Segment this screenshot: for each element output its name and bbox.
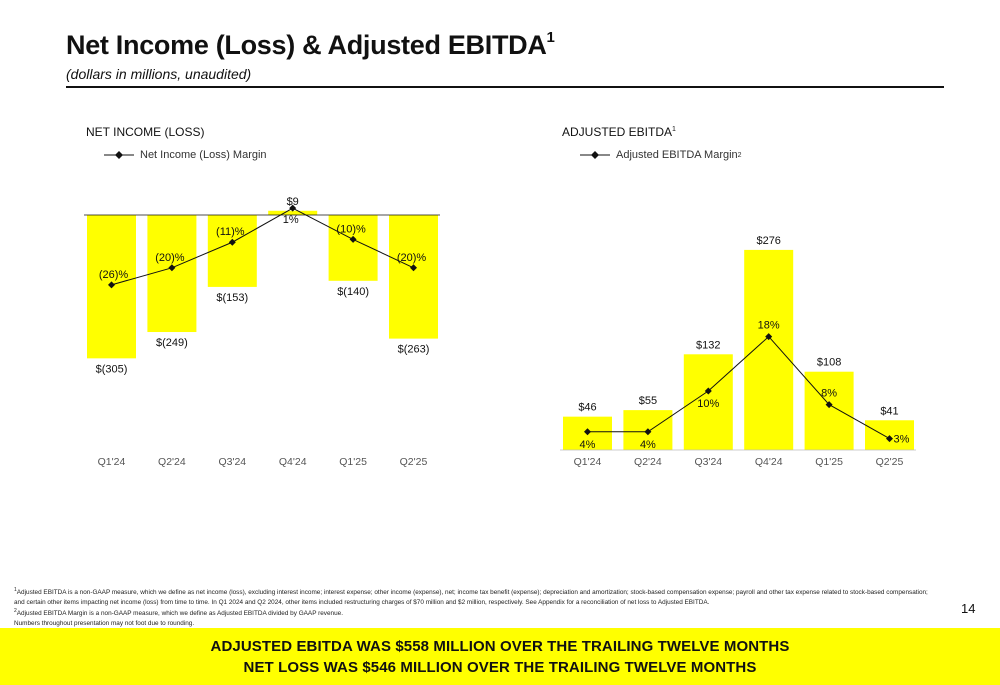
adjusted-ebitda-category-label-0: Q1'24: [574, 456, 602, 468]
net-income-category-label-5: Q2'25: [400, 456, 428, 468]
net-income-category-label-0: Q1'24: [98, 456, 126, 468]
adjusted-ebitda-margin-point-5: [886, 435, 893, 443]
adjusted-ebitda-margin-label-1: 4%: [640, 439, 656, 451]
adjusted-ebitda-category-label-4: Q1'25: [815, 456, 843, 468]
adjusted-ebitda-margin-label-4: 8%: [821, 388, 837, 400]
adjusted-ebitda-category-label-1: Q2'24: [634, 456, 662, 468]
header-divider: [66, 86, 944, 88]
adjusted-ebitda-chart: ADJUSTED EBITDA1 Adjusted EBITDA Margin 2…: [500, 115, 960, 475]
adjusted-ebitda-legend: Adjusted EBITDA Margin 2: [580, 149, 742, 161]
adjusted-ebitda-value-label-3: $276: [756, 235, 780, 247]
adjusted-ebitda-category-label-5: Q2'25: [876, 456, 904, 468]
net-income-category-label-2: Q3'24: [218, 456, 246, 468]
banner-line-2: NET LOSS WAS $546 MILLION OVER THE TRAIL…: [243, 658, 757, 676]
net-income-bar-2: [207, 215, 257, 287]
adjusted-ebitda-margin-point-0: [584, 428, 591, 436]
net-income-bar-3: [268, 210, 318, 215]
net-income-value-label-3: $9: [287, 196, 299, 208]
footnote-2-mark: 2: [14, 608, 17, 615]
adjusted-ebitda-margin-label-5: 3%: [894, 434, 910, 446]
adjusted-ebitda-category-label-2: Q3'24: [694, 456, 722, 468]
net-income-bar-1: [147, 215, 197, 333]
net-income-category-label-4: Q1'25: [339, 456, 367, 468]
net-income-chart-title-text: NET INCOME (LOSS): [86, 125, 205, 139]
page-title: Net Income (Loss) & Adjusted EBITDA1: [66, 29, 555, 61]
adjusted-ebitda-margin-point-3: [765, 333, 773, 341]
net-income-margin-point-2: [228, 238, 236, 246]
adjusted-ebitda-margin-label-2: 10%: [697, 398, 719, 410]
page-number: 14: [961, 601, 976, 616]
net-income-bar-5: [389, 215, 438, 339]
footnote-1-mark: 1: [14, 587, 17, 593]
adjusted-ebitda-margin-line: [587, 335, 890, 440]
footnote-3: Numbers throughout presentation may not …: [14, 619, 195, 627]
adjusted-ebitda-chart-title: ADJUSTED EBITDA1: [562, 125, 676, 139]
net-income-margin-point-5: [410, 264, 417, 272]
net-income-legend-label: Net Income (Loss) Margin: [140, 149, 267, 161]
page-subtitle: (dollars in millions, unaudited): [66, 66, 252, 82]
net-income-margin-point-4: [349, 235, 357, 243]
net-income-chart-title: NET INCOME (LOSS): [86, 125, 204, 139]
page-title-footnote-mark: 1: [546, 29, 555, 46]
adjusted-ebitda-margin-point-2: [704, 387, 712, 395]
net-income-margin-point-0: [108, 281, 115, 289]
adjusted-ebitda-value-label-0: $46: [578, 402, 596, 414]
net-income-value-label-2: $(153): [216, 292, 248, 304]
net-income-margin-label-0: (26)%: [99, 269, 129, 281]
footnote-2: 2Adjusted EBITDA Margin is a non-GAAP me…: [14, 607, 934, 619]
adjusted-ebitda-chart-title-mark: 1: [672, 126, 676, 133]
net-income-legend: Net Income (Loss) Margin: [104, 149, 267, 161]
net-income-category-label-3: Q4'24: [279, 456, 307, 468]
net-income-chart: NET INCOME (LOSS) Net Income (Loss) Marg…: [0, 115, 460, 475]
adjusted-ebitda-value-label-4: $108: [817, 357, 841, 369]
net-income-value-label-0: $(305): [96, 363, 128, 375]
net-income-margin-label-2: (11)%: [216, 226, 245, 238]
net-income-legend-swatch: [104, 151, 134, 159]
footnotes: 1Adjusted EBITDA is a non-GAAP measure, …: [14, 586, 934, 628]
footnote-2-text: Adjusted EBITDA Margin is a non-GAAP mea…: [16, 610, 343, 618]
net-income-margin-label-4: (10)%: [336, 223, 366, 235]
footnote-1: 1Adjusted EBITDA is a non-GAAP measure, …: [14, 586, 934, 607]
net-income-margin-label-1: (20)%: [155, 252, 185, 264]
adjusted-ebitda-value-label-1: $55: [639, 395, 657, 407]
adjusted-ebitda-plot: $46 Q1'24 $55 Q2'24 $132 Q3'24 $276 Q4'24 $108 Q1…: [560, 235, 916, 468]
net-income-plot: $(305) Q1'24 $(249) Q2'24 $(153) Q3'24 $9 Q4'24…: [84, 196, 440, 468]
net-income-value-label-5: $(263): [398, 344, 430, 356]
net-income-value-label-4: $(140): [337, 286, 369, 298]
net-income-margin-label-5: (20)%: [397, 252, 427, 264]
banner-line-1: ADJUSTED EBITDA WAS $558 MILLION OVER TH…: [210, 637, 790, 655]
adjusted-ebitda-legend-swatch: [580, 151, 610, 159]
net-income-margin-point-1: [168, 264, 176, 272]
net-income-margin-line: [111, 207, 414, 286]
adjusted-ebitda-value-label-2: $132: [696, 339, 720, 351]
net-income-margin-point-3: [289, 204, 297, 212]
net-income-category-label-1: Q2'24: [158, 456, 186, 468]
adjusted-ebitda-category-label-3: Q4'24: [755, 456, 783, 468]
page-title-text: Net Income (Loss) & Adjusted EBITDA: [66, 30, 547, 60]
adjusted-ebitda-bar-4: [804, 371, 854, 450]
adjusted-ebitda-margin-label-3: 18%: [758, 320, 780, 332]
adjusted-ebitda-margin-point-4: [825, 401, 833, 409]
adjusted-ebitda-margin-point-1: [644, 428, 652, 436]
net-income-value-label-1: $(249): [156, 337, 188, 349]
adjusted-ebitda-chart-title-text: ADJUSTED EBITDA: [562, 125, 673, 139]
adjusted-ebitda-bar-3: [744, 249, 794, 450]
adjusted-ebitda-legend-mark: 2: [737, 151, 742, 159]
summary-banner: ADJUSTED EBITDA WAS $558 MILLION OVER TH…: [0, 628, 1000, 685]
net-income-margin-label-3: 1%: [283, 214, 299, 226]
adjusted-ebitda-legend-label: Adjusted EBITDA Margin: [616, 149, 738, 161]
adjusted-ebitda-margin-label-0: 4%: [580, 439, 596, 451]
footnote-1-text: Adjusted EBITDA is a non-GAAP measure, w…: [14, 589, 928, 606]
adjusted-ebitda-value-label-5: $41: [880, 405, 898, 417]
net-income-bar-4: [328, 215, 378, 281]
